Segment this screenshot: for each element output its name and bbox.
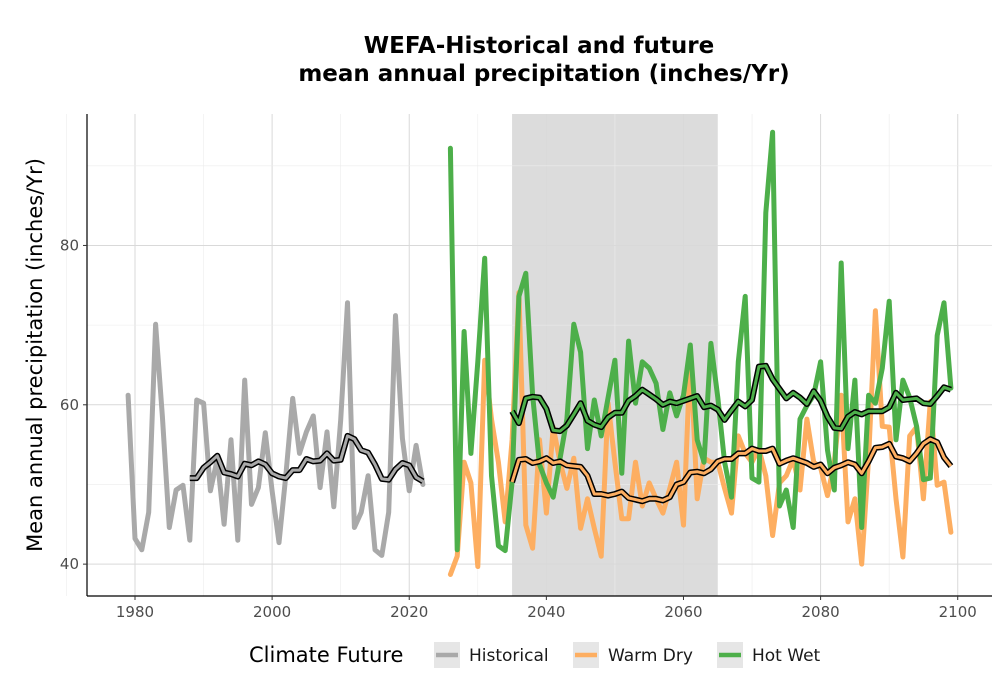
series-line-historical <box>125 300 426 558</box>
smooth-line-historical-smooth <box>189 434 424 483</box>
legend-item-historical: Historical <box>434 642 549 668</box>
smooth-line-hot-wet-smooth <box>510 364 952 433</box>
series-layer <box>125 129 954 577</box>
series-line-hot-wet <box>447 129 954 554</box>
y-tick-label: 60 <box>60 396 79 414</box>
legend-label-historical: Historical <box>469 646 549 666</box>
x-tick-label: 2040 <box>527 603 565 621</box>
legend-label-hot-wet: Hot Wet <box>752 646 821 666</box>
legend-item-hot-wet: Hot Wet <box>717 642 821 668</box>
chart-title: WEFA-Historical and future <box>364 33 714 59</box>
y-tick-label: 80 <box>60 236 79 254</box>
x-tick-label: 2020 <box>390 603 428 621</box>
chart-subtitle: mean annual precipitation (inches/Yr) <box>298 61 789 87</box>
x-tick-label: 2080 <box>802 603 840 621</box>
x-tick-label: 2100 <box>939 603 977 621</box>
x-axis-ticks: 1980 2000 2020 2040 2060 2080 2100 <box>116 596 977 621</box>
legend-label-warm-dry: Warm Dry <box>608 646 693 666</box>
legend-title: Climate Future <box>249 643 403 667</box>
smooth-line-warm-dry-smooth <box>510 437 953 503</box>
y-axis-label: Mean annual precipitation (inches/Yr) <box>23 158 47 552</box>
y-axis-ticks: 40 60 80 <box>60 236 87 573</box>
x-tick-label: 2060 <box>664 603 702 621</box>
legend-item-warm-dry: Warm Dry <box>573 642 693 668</box>
legend: Climate Future Historical Warm Dry Hot W… <box>249 642 821 668</box>
y-tick-label: 40 <box>60 555 79 573</box>
grid <box>66 114 992 596</box>
x-tick-label: 2000 <box>253 603 291 621</box>
x-tick-label: 1980 <box>116 603 154 621</box>
series-line-warm-dry <box>447 290 954 577</box>
plot-panel: 1980 2000 2020 2040 2060 2080 2100 40 60 80 <box>60 114 992 621</box>
